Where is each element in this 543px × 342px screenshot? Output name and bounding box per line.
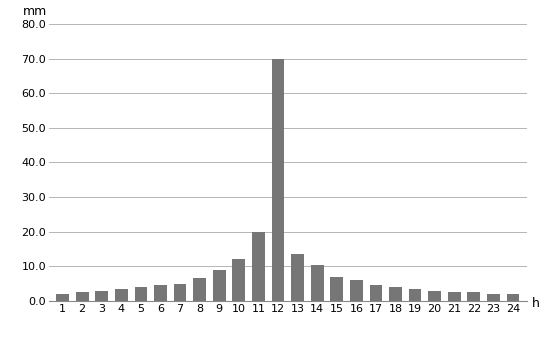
Bar: [409, 289, 421, 301]
Bar: [154, 285, 167, 301]
Bar: [272, 58, 285, 301]
Bar: [468, 292, 480, 301]
Bar: [174, 284, 186, 301]
Bar: [507, 294, 519, 301]
Bar: [311, 265, 324, 301]
Bar: [193, 278, 206, 301]
Bar: [350, 280, 363, 301]
Bar: [76, 292, 89, 301]
Bar: [487, 294, 500, 301]
Bar: [389, 287, 402, 301]
Text: h: h: [532, 297, 539, 310]
Bar: [252, 232, 265, 301]
Bar: [232, 260, 245, 301]
Bar: [370, 285, 382, 301]
Text: mm: mm: [23, 5, 47, 18]
Bar: [96, 291, 108, 301]
Bar: [428, 291, 441, 301]
Bar: [56, 294, 69, 301]
Bar: [213, 270, 225, 301]
Bar: [135, 287, 147, 301]
Bar: [291, 254, 304, 301]
Bar: [330, 277, 343, 301]
Bar: [448, 292, 460, 301]
Bar: [115, 289, 128, 301]
